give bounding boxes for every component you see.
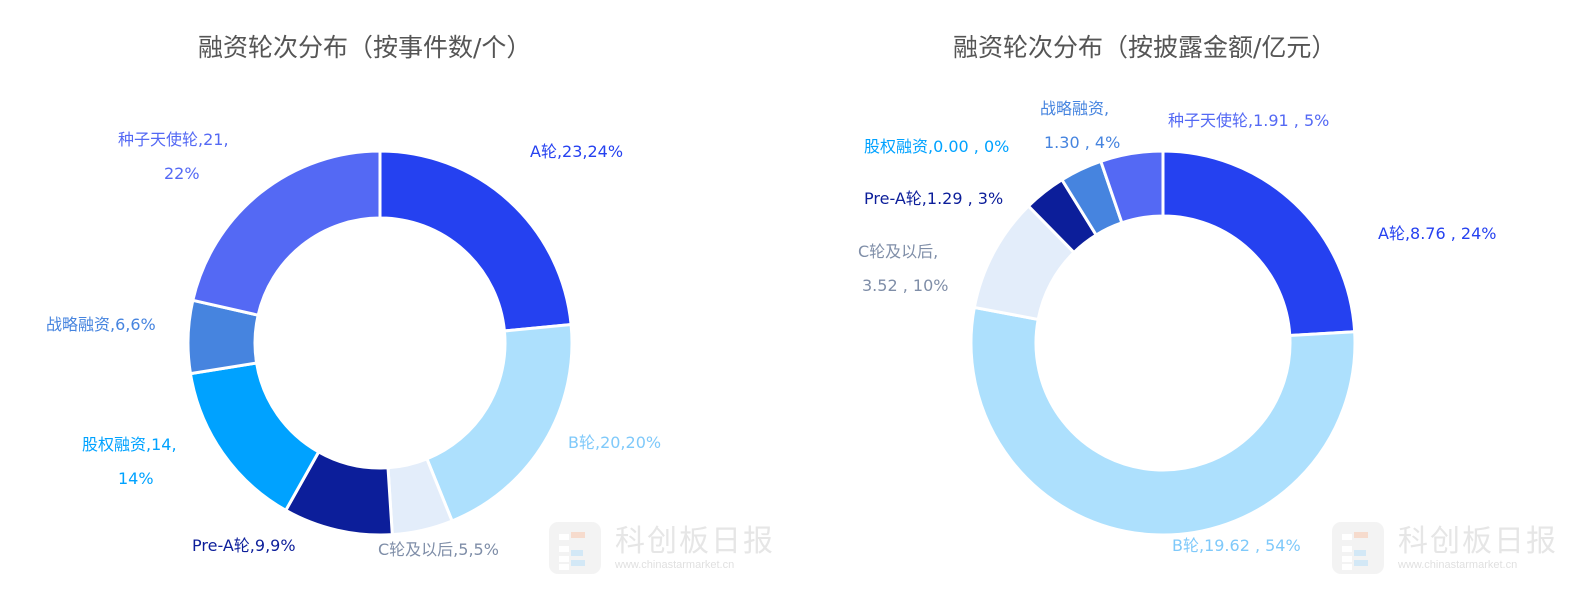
slice-种子天使轮 (191, 149, 382, 317)
label-strategic: 战略融资, (1040, 99, 1110, 118)
watermark-name: 科创板日报 (615, 524, 775, 559)
watermark-url: www.chinastarmarket.cn (1398, 559, 1518, 571)
label-strategic: 战略融资,6,6% (46, 315, 156, 334)
label-equity: 股权融资,14, (82, 435, 177, 454)
watermark-logo-icon (549, 522, 601, 574)
slice-A轮 (378, 149, 573, 333)
label-prea: Pre-A轮,9,9% (192, 536, 296, 555)
label-c-value: 3.52 , 10% (862, 276, 949, 295)
label-c: C轮及以后,5,5% (378, 540, 499, 559)
chart-title-right: 融资轮次分布（按披露金额/亿元） (953, 33, 1337, 62)
slice-股权融资 (188, 361, 321, 513)
slice-B轮 (424, 322, 574, 523)
label-a: A轮,8.76 , 24% (1378, 224, 1497, 243)
slice-A轮 (1161, 149, 1357, 338)
label-equity-pct: 14% (118, 469, 154, 488)
label-equity: 股权融资,0.00 , 0% (864, 137, 1010, 156)
label-prea: Pre-A轮,1.29 , 3% (864, 189, 1004, 208)
label-c: C轮及以后, (858, 242, 939, 261)
label-b: B轮,19.62 , 54% (1172, 536, 1301, 555)
watermark-url: www.chinastarmarket.cn (615, 559, 735, 571)
label-seed: 种子天使轮,1.91 , 5% (1168, 111, 1330, 130)
label-seed: 种子天使轮,21, (118, 130, 229, 149)
watermark-logo-icon (1332, 522, 1384, 574)
watermark-name: 科创板日报 (1398, 524, 1558, 559)
chart-title-left: 融资轮次分布（按事件数/个） (198, 33, 532, 62)
slice-种子天使轮 (1098, 149, 1165, 225)
watermark: 科创板日报 www.chinastarmarket.cn (549, 522, 775, 574)
slice-B轮 (969, 305, 1357, 537)
label-seed-pct: 22% (164, 164, 200, 183)
label-b: B轮,20,20% (568, 433, 662, 452)
watermark: 科创板日报 www.chinastarmarket.cn (1332, 522, 1558, 574)
label-a: A轮,23,24% (530, 142, 624, 161)
label-strategic-value: 1.30 , 4% (1044, 133, 1121, 152)
